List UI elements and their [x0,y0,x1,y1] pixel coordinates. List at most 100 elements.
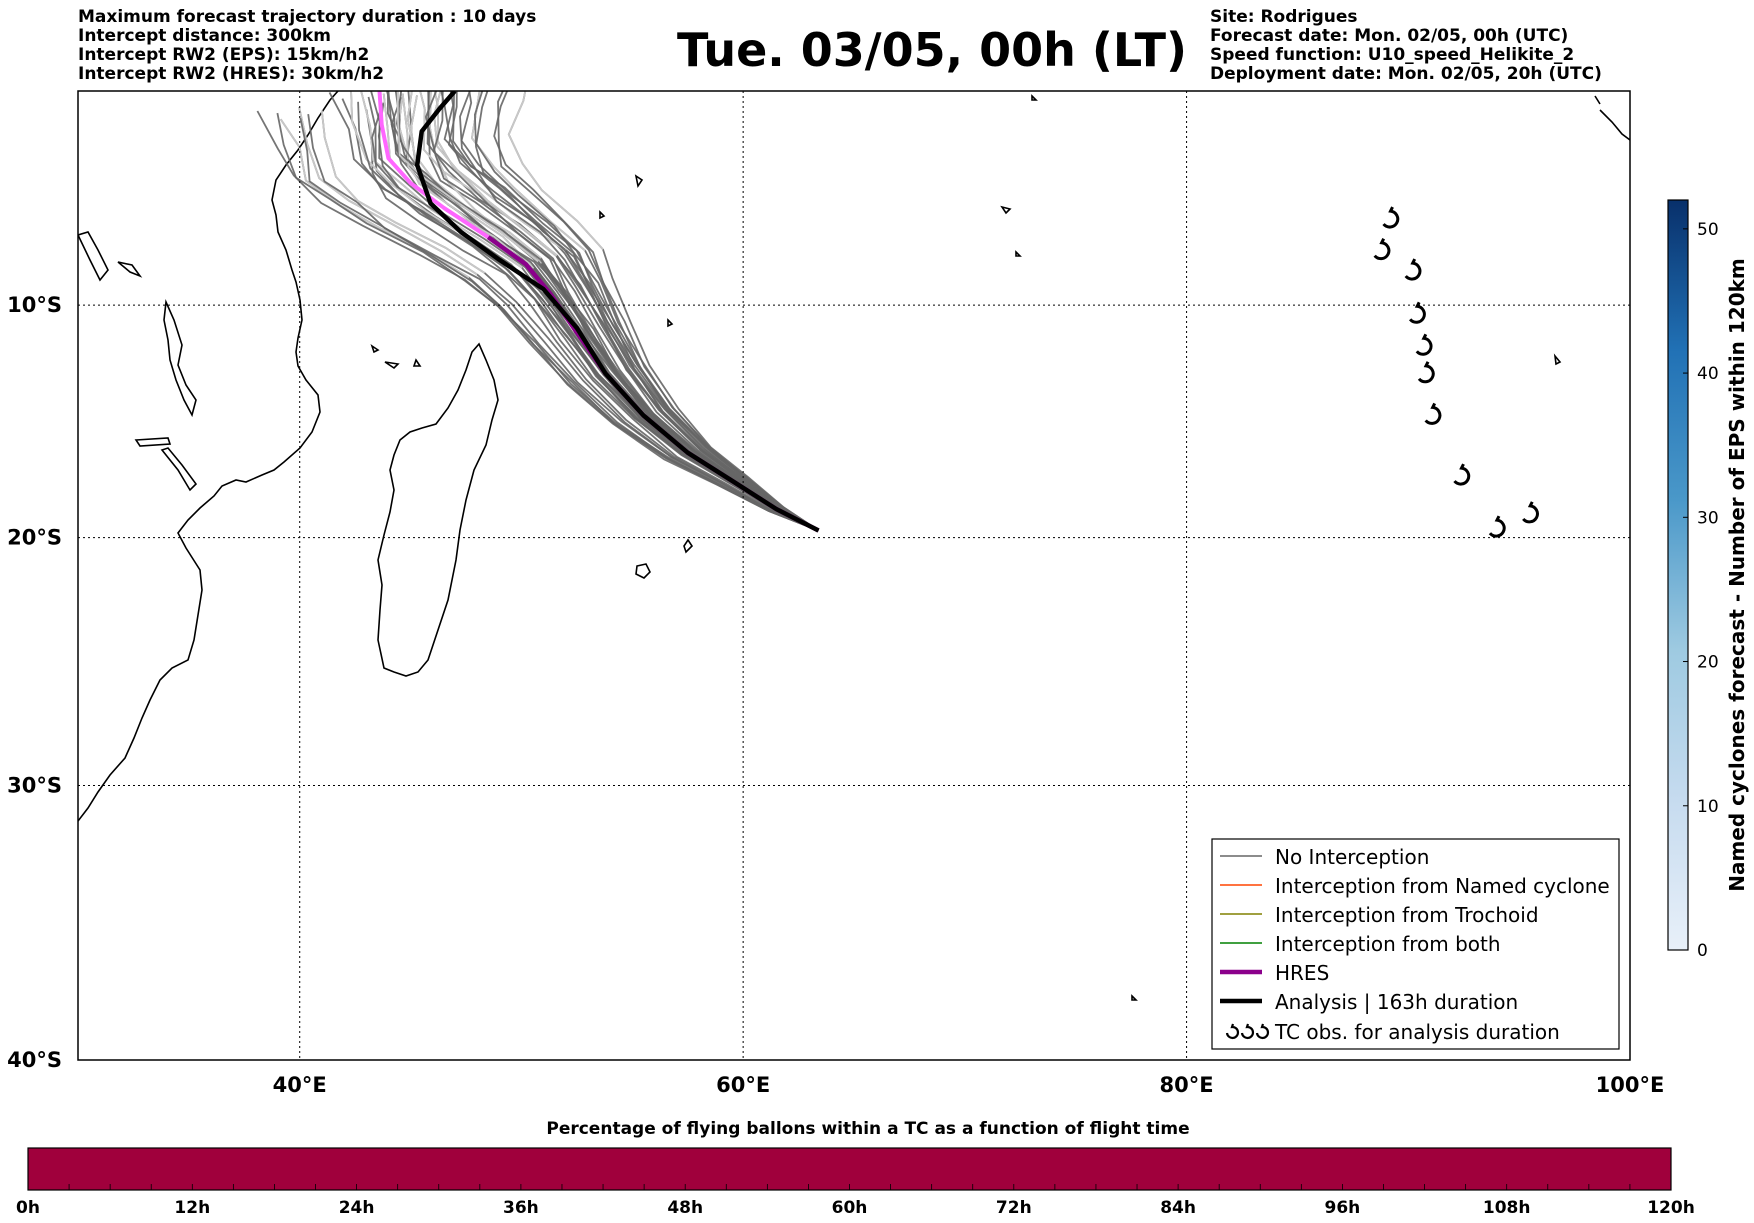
colorbar-bottom-tick-label: 0h [16,1198,40,1218]
tc-obs-marker [1373,238,1391,261]
legend-label: Interception from Named cyclone [1275,874,1610,898]
island-outline [1131,994,1138,1001]
tc-obs-marker [1404,258,1422,281]
header-line: Intercept RW2 (EPS): 15km/h2 [78,45,370,65]
colorbar-flight-time: Percentage of flying ballons within a TC… [16,1119,1695,1218]
ensemble-trajectory-late [298,107,478,276]
ensemble-trajectory [475,91,819,532]
longitude-labels: 40°E 60°E 80°E 100°E [273,1073,1665,1097]
tc-obs-marker [1453,463,1471,486]
colorbar-bottom-ticks: 0h 12h 24h 36h 48h 60h 72h 84h 96h 108h 120h [16,1184,1695,1218]
header-line: Speed function: U10_speed_Helikite_2 [1210,45,1575,65]
ensemble-trajectory [256,110,819,532]
colorbar-named-cyclones: 0 10 20 30 40 50 Named cyclones forecast - Nu… [1667,199,1749,961]
ensemble-trajectory [432,91,819,532]
legend-label: TC obs. for analysis duration [1274,1020,1560,1044]
lat-tick-label: 30°S [7,774,62,798]
madagascar-coastline [377,342,499,677]
lat-tick-label: 10°S [7,293,62,317]
coastline-fragment [117,261,143,278]
colorbar-tick-label: 20 [1697,653,1719,673]
colorbar-tick-label: 50 [1697,220,1719,240]
header-line: Intercept distance: 300km [78,26,331,46]
lon-tick-label: 60°E [716,1073,770,1097]
colorbar-gradient [1667,199,1689,951]
legend-label: No Interception [1275,845,1429,869]
lon-tick-label: 40°E [273,1073,327,1097]
ensemble-trajectory-late [320,110,486,274]
header-info-right: Site: Rodrigues Forecast date: Mon. 02/0… [1210,8,1602,84]
colorbar-tick-label: 0 [1697,941,1708,961]
map-content [78,91,1630,1060]
island-outline [370,344,380,354]
header-line: Intercept RW2 (HRES): 30km/h2 [78,64,385,84]
legend-box [1211,838,1620,1050]
tc-obs-marker [1415,333,1433,356]
tc-observations [1373,206,1539,538]
colorbar-bottom-tick-label: 120h [1647,1198,1695,1218]
lat-tick-label: 40°S [7,1048,62,1072]
lat-tick-label: 20°S [7,526,62,550]
colorbar-bottom-tick-label: 36h [503,1198,539,1218]
colorbar-tick-label: 30 [1697,508,1719,528]
header-line: Forecast date: Mon. 02/05, 00h (UTC) [1210,26,1569,46]
latitude-labels: 10°S 20°S 30°S 40°S [7,293,62,1072]
colorbar-tick-label: 40 [1697,364,1719,384]
island-outline [634,174,644,189]
plot-frame [77,90,1631,1061]
ensemble-trajectory-late [470,91,586,252]
header-line: Deployment date: Mon. 02/05, 20h (UTC) [1210,64,1602,84]
page-title: Tue. 03/05, 00h (LT) [677,23,1187,77]
horn-coastline [78,231,109,282]
ensemble-trajectory [493,91,819,532]
lon-tick-label: 100°E [1596,1073,1665,1097]
legend-label: Interception from both [1275,932,1501,956]
legend-label: HRES [1275,961,1329,985]
ensemble-trajectory-late [433,91,567,252]
tc-obs-marker [1417,361,1435,384]
africa-coastline [78,91,339,822]
colorbar-bottom-tick-label: 108h [1483,1198,1531,1218]
ensemble-trajectory [299,117,819,532]
hres-track-faded [377,91,490,239]
colorbar-bottom-bar [27,1147,1672,1191]
colorbar-bottom-title: Percentage of flying ballons within a TC… [546,1119,1189,1139]
colorbar-bottom-tick-label: 60h [832,1198,868,1218]
sumatra-coastline [1594,95,1630,141]
colorbar-bottom-tick-label: 48h [667,1198,703,1218]
tc-obs-marker [1488,515,1506,538]
island-outline [1031,94,1038,101]
tc-obs-marker [1522,501,1539,524]
colorbar-title: Named cyclones forecast - Number of EPS … [1725,258,1749,892]
colorbar-bottom-tick-label: 24h [339,1198,375,1218]
graticule [78,91,1630,1060]
colorbar-bottom-tick-label: 12h [174,1198,210,1218]
island-outline [667,318,674,328]
colorbar-bottom-tick-label: 84h [1160,1198,1196,1218]
island-outline [599,210,606,220]
legend-label: Interception from Trochoid [1275,903,1539,927]
colorbar-bottom-tick-label: 72h [996,1198,1032,1218]
ensemble-trajectory-late [507,91,604,251]
island-outline [412,358,422,367]
island-outline [1553,353,1562,366]
legend: No Interception Interception from Named … [1211,838,1620,1050]
header-line: Maximum forecast trajectory duration : 1… [78,7,537,27]
island-outline [384,361,400,370]
island-outline [1000,205,1012,215]
lon-tick-label: 80°E [1160,1073,1214,1097]
legend-label: Analysis | 163h duration [1275,990,1518,1014]
header-info-left: Maximum forecast trajectory duration : 1… [78,8,536,84]
header-line: Site: Rodrigues [1210,7,1358,27]
lake-outline [163,298,197,418]
ensemble-trajectory [440,91,819,532]
lake-outline [134,437,172,447]
analysis-track [414,91,820,533]
legend-swatch-tc-obs [1225,1023,1270,1040]
tc-obs-marker [1382,206,1400,229]
coastline [78,91,1630,1001]
tc-obs-marker [1424,402,1442,425]
island-outline [635,563,651,579]
colorbar-tick-label: 10 [1697,797,1719,817]
